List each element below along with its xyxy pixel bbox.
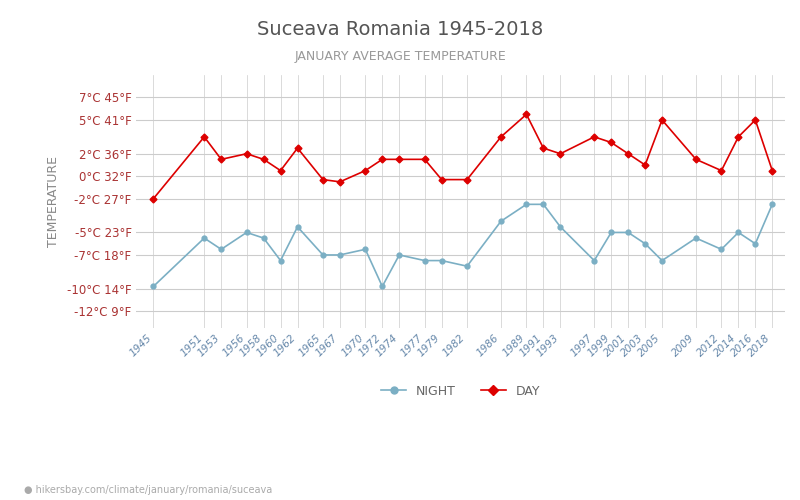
NIGHT	[420, 258, 430, 264]
NIGHT	[462, 263, 472, 269]
NIGHT	[199, 235, 209, 241]
DAY	[734, 134, 743, 140]
NIGHT	[734, 230, 743, 235]
NIGHT	[335, 252, 345, 258]
DAY	[378, 156, 387, 162]
NIGHT	[361, 246, 370, 252]
DAY	[318, 176, 328, 182]
DAY	[750, 117, 760, 123]
DAY	[259, 156, 269, 162]
DAY	[623, 150, 633, 156]
DAY	[462, 176, 472, 182]
NIGHT	[640, 240, 650, 246]
DAY	[199, 134, 209, 140]
NIGHT	[217, 246, 226, 252]
NIGHT	[242, 230, 251, 235]
Line: DAY: DAY	[151, 112, 774, 201]
DAY	[640, 162, 650, 168]
DAY	[293, 145, 302, 151]
NIGHT	[767, 202, 777, 207]
NIGHT	[149, 284, 158, 290]
Text: JANUARY AVERAGE TEMPERATURE: JANUARY AVERAGE TEMPERATURE	[294, 50, 506, 63]
NIGHT	[555, 224, 565, 230]
NIGHT	[606, 230, 616, 235]
DAY	[522, 112, 531, 117]
DAY	[437, 176, 446, 182]
NIGHT	[538, 202, 548, 207]
NIGHT	[623, 230, 633, 235]
NIGHT	[437, 258, 446, 264]
Legend: NIGHT, DAY: NIGHT, DAY	[376, 380, 546, 403]
NIGHT	[717, 246, 726, 252]
DAY	[717, 168, 726, 173]
NIGHT	[522, 202, 531, 207]
DAY	[242, 150, 251, 156]
DAY	[658, 117, 667, 123]
DAY	[555, 150, 565, 156]
Text: Suceava Romania 1945-2018: Suceava Romania 1945-2018	[257, 20, 543, 39]
DAY	[361, 168, 370, 173]
DAY	[394, 156, 404, 162]
DAY	[538, 145, 548, 151]
DAY	[496, 134, 506, 140]
DAY	[335, 179, 345, 185]
DAY	[217, 156, 226, 162]
NIGHT	[750, 240, 760, 246]
Text: ● hikersbay.com/climate/january/romania/suceava: ● hikersbay.com/climate/january/romania/…	[24, 485, 272, 495]
NIGHT	[276, 258, 286, 264]
NIGHT	[394, 252, 404, 258]
Y-axis label: TEMPERATURE: TEMPERATURE	[47, 156, 60, 247]
NIGHT	[259, 235, 269, 241]
DAY	[691, 156, 701, 162]
NIGHT	[691, 235, 701, 241]
DAY	[590, 134, 599, 140]
NIGHT	[496, 218, 506, 224]
NIGHT	[590, 258, 599, 264]
NIGHT	[658, 258, 667, 264]
Line: NIGHT: NIGHT	[151, 202, 774, 289]
NIGHT	[318, 252, 328, 258]
DAY	[149, 196, 158, 202]
DAY	[420, 156, 430, 162]
DAY	[276, 168, 286, 173]
DAY	[767, 168, 777, 173]
NIGHT	[293, 224, 302, 230]
NIGHT	[378, 284, 387, 290]
DAY	[606, 140, 616, 145]
